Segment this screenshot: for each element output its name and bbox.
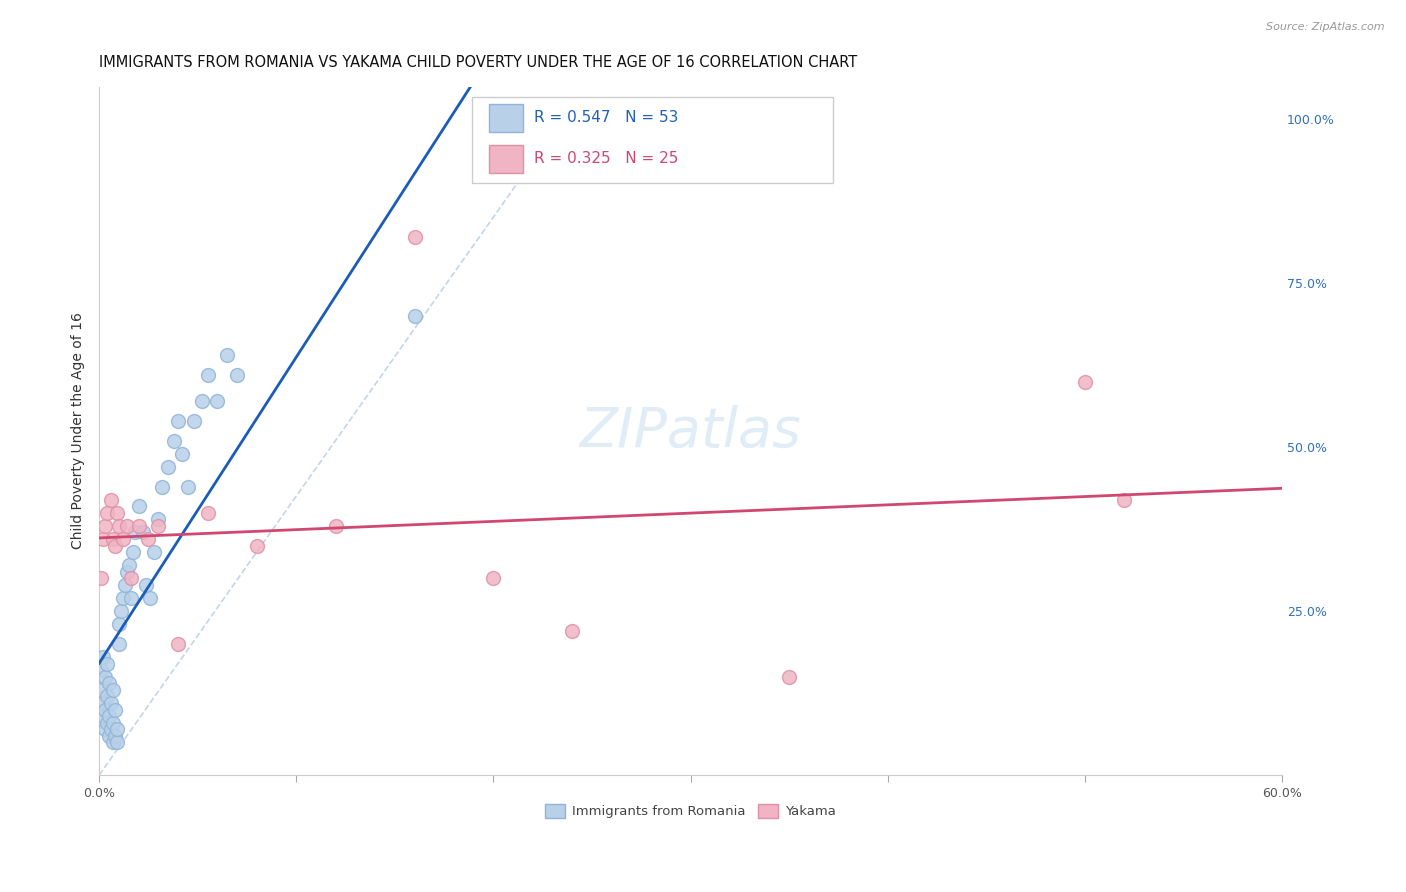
Point — [91, 709, 114, 723]
Point — [138, 532, 160, 546]
Bar — [489, 145, 523, 173]
Bar — [489, 104, 523, 132]
Point — [100, 492, 122, 507]
Point — [148, 519, 170, 533]
Point — [96, 657, 118, 671]
Point — [105, 506, 128, 520]
Point — [157, 459, 180, 474]
FancyBboxPatch shape — [472, 97, 832, 183]
Point — [90, 663, 112, 677]
Point — [91, 650, 114, 665]
Point — [246, 539, 269, 553]
Point — [100, 696, 122, 710]
Text: Source: ZipAtlas.com: Source: ZipAtlas.com — [1267, 22, 1385, 32]
Point — [90, 571, 112, 585]
Point — [98, 709, 121, 723]
Point — [110, 604, 132, 618]
Point — [105, 723, 128, 737]
Point — [226, 368, 249, 383]
Point — [114, 578, 136, 592]
Point — [108, 637, 131, 651]
Text: R = 0.325   N = 25: R = 0.325 N = 25 — [534, 152, 679, 167]
Point — [177, 480, 200, 494]
Point — [108, 617, 131, 632]
Point — [778, 670, 800, 684]
Point — [128, 519, 150, 533]
Point — [111, 591, 134, 605]
Y-axis label: Child Poverty Under the Age of 16: Child Poverty Under the Age of 16 — [72, 312, 86, 549]
Point — [120, 571, 142, 585]
Point — [190, 394, 212, 409]
Point — [101, 532, 124, 546]
Point — [90, 682, 112, 697]
Point — [94, 723, 117, 737]
Point — [404, 230, 426, 244]
Point — [1074, 375, 1097, 389]
Point — [96, 506, 118, 520]
Point — [482, 571, 505, 585]
Point — [96, 715, 118, 730]
Text: ZIPatlas: ZIPatlas — [579, 404, 801, 458]
Point — [94, 702, 117, 716]
Point — [522, 132, 544, 146]
Point — [100, 723, 122, 737]
Point — [105, 735, 128, 749]
Point — [143, 545, 166, 559]
Point — [111, 532, 134, 546]
Point — [98, 729, 121, 743]
Point — [101, 735, 124, 749]
Point — [325, 519, 347, 533]
Point — [561, 624, 583, 638]
Point — [197, 368, 219, 383]
Point — [94, 670, 117, 684]
Point — [118, 558, 141, 573]
Point — [115, 519, 138, 533]
Point — [148, 512, 170, 526]
Point — [139, 591, 162, 605]
Point — [183, 414, 205, 428]
Point — [91, 696, 114, 710]
Point — [163, 434, 186, 448]
Legend: Immigrants from Romania, Yakama: Immigrants from Romania, Yakama — [540, 799, 841, 823]
Point — [101, 682, 124, 697]
Point — [104, 539, 127, 553]
Point — [98, 676, 121, 690]
Point — [104, 702, 127, 716]
Point — [207, 394, 229, 409]
Point — [167, 414, 190, 428]
Point — [91, 532, 114, 546]
Point — [104, 729, 127, 743]
Text: IMMIGRANTS FROM ROMANIA VS YAKAMA CHILD POVERTY UNDER THE AGE OF 16 CORRELATION : IMMIGRANTS FROM ROMANIA VS YAKAMA CHILD … — [100, 55, 858, 70]
Point — [96, 690, 118, 704]
Point — [131, 525, 153, 540]
Point — [124, 525, 146, 540]
Point — [404, 309, 426, 323]
Point — [197, 506, 219, 520]
Point — [1114, 492, 1136, 507]
Text: R = 0.547   N = 53: R = 0.547 N = 53 — [534, 111, 679, 126]
Point — [128, 500, 150, 514]
Point — [120, 591, 142, 605]
Point — [217, 348, 239, 362]
Point — [101, 715, 124, 730]
Point — [94, 519, 117, 533]
Point — [170, 447, 193, 461]
Point — [167, 637, 190, 651]
Point — [115, 565, 138, 579]
Point — [135, 578, 157, 592]
Point — [150, 480, 173, 494]
Point — [121, 545, 143, 559]
Point — [108, 519, 131, 533]
